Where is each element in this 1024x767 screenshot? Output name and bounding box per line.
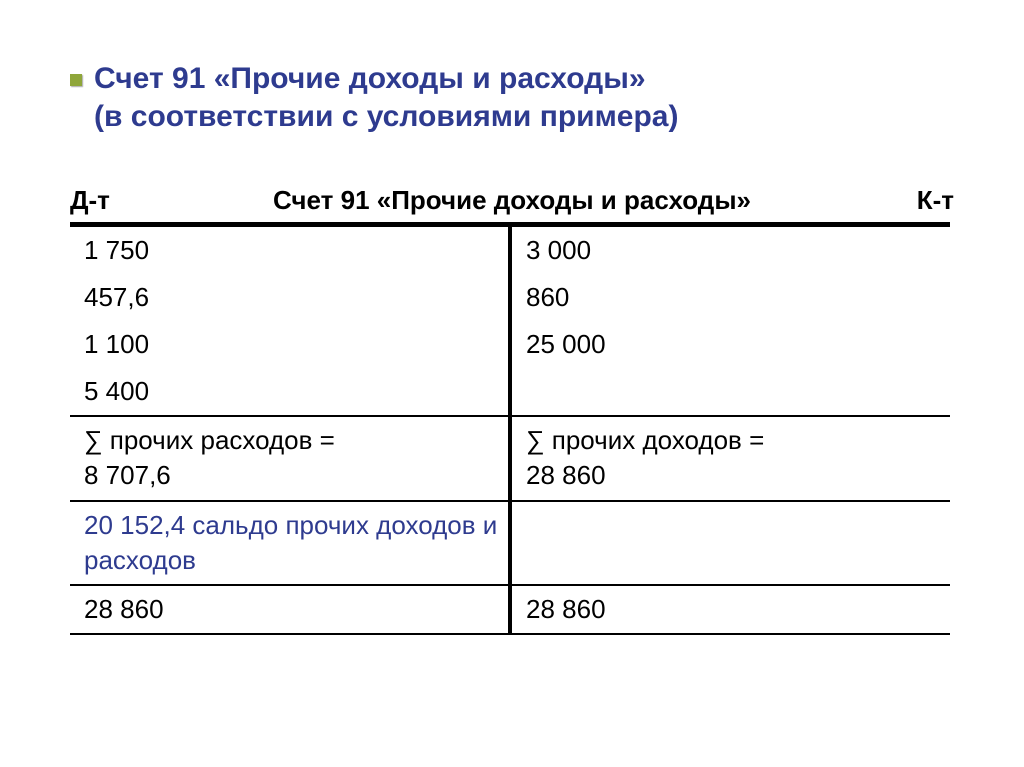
table-row: 5 400 — [70, 368, 950, 416]
debit-cell: 1 100 — [70, 321, 510, 368]
closing-row: 28 860 28 860 — [70, 585, 950, 634]
debit-cell: 1 750 — [70, 225, 510, 275]
subtotal-row: ∑ прочих расходов = 8 707,6 ∑ прочих дох… — [70, 416, 950, 500]
table-row: 1 100 25 000 — [70, 321, 950, 368]
credit-cell: 860 — [510, 274, 950, 321]
debit-cell: 457,6 — [70, 274, 510, 321]
debit-label: Д-т — [70, 185, 140, 216]
credit-label: К-т — [884, 185, 954, 216]
credit-cell — [510, 368, 950, 416]
t-account: Д-т Счет 91 «Прочие доходы и расходы» К-… — [70, 185, 954, 635]
title-block: Счет 91 «Прочие доходы и расходы» (в соо… — [70, 60, 954, 135]
bullet-icon — [70, 74, 82, 86]
saldo-row: 20 152,4 сальдо прочих доходов и расходо… — [70, 501, 950, 585]
title-line1: Счет 91 «Прочие доходы и расходы» — [94, 62, 646, 95]
title-line2: (в соответствии с условиями примера) — [94, 100, 678, 133]
closing-debit: 28 860 — [70, 585, 510, 634]
saldo-debit: 20 152,4 сальдо прочих доходов и расходо… — [70, 501, 510, 585]
credit-cell: 25 000 — [510, 321, 950, 368]
debit-subtotal-label: ∑ прочих расходов = — [84, 425, 335, 455]
debit-cell: 5 400 — [70, 368, 510, 416]
credit-subtotal-value: 28 860 — [526, 460, 606, 490]
table-row: 457,6 860 — [70, 274, 950, 321]
debit-subtotal-value: 8 707,6 — [84, 460, 171, 490]
t-account-title: Счет 91 «Прочие доходы и расходы» — [140, 185, 884, 216]
credit-subtotal-label: ∑ прочих доходов = — [526, 425, 764, 455]
credit-cell: 3 000 — [510, 225, 950, 275]
credit-subtotal: ∑ прочих доходов = 28 860 — [510, 416, 950, 500]
t-account-header: Д-т Счет 91 «Прочие доходы и расходы» К-… — [70, 185, 954, 222]
debit-subtotal: ∑ прочих расходов = 8 707,6 — [70, 416, 510, 500]
page-title: Счет 91 «Прочие доходы и расходы» (в соо… — [94, 60, 954, 135]
closing-credit: 28 860 — [510, 585, 950, 634]
t-account-table: 1 750 3 000 457,6 860 1 100 25 000 5 400… — [70, 222, 950, 635]
saldo-credit — [510, 501, 950, 585]
slide: Счет 91 «Прочие доходы и расходы» (в соо… — [0, 0, 1024, 767]
table-row: 1 750 3 000 — [70, 225, 950, 275]
